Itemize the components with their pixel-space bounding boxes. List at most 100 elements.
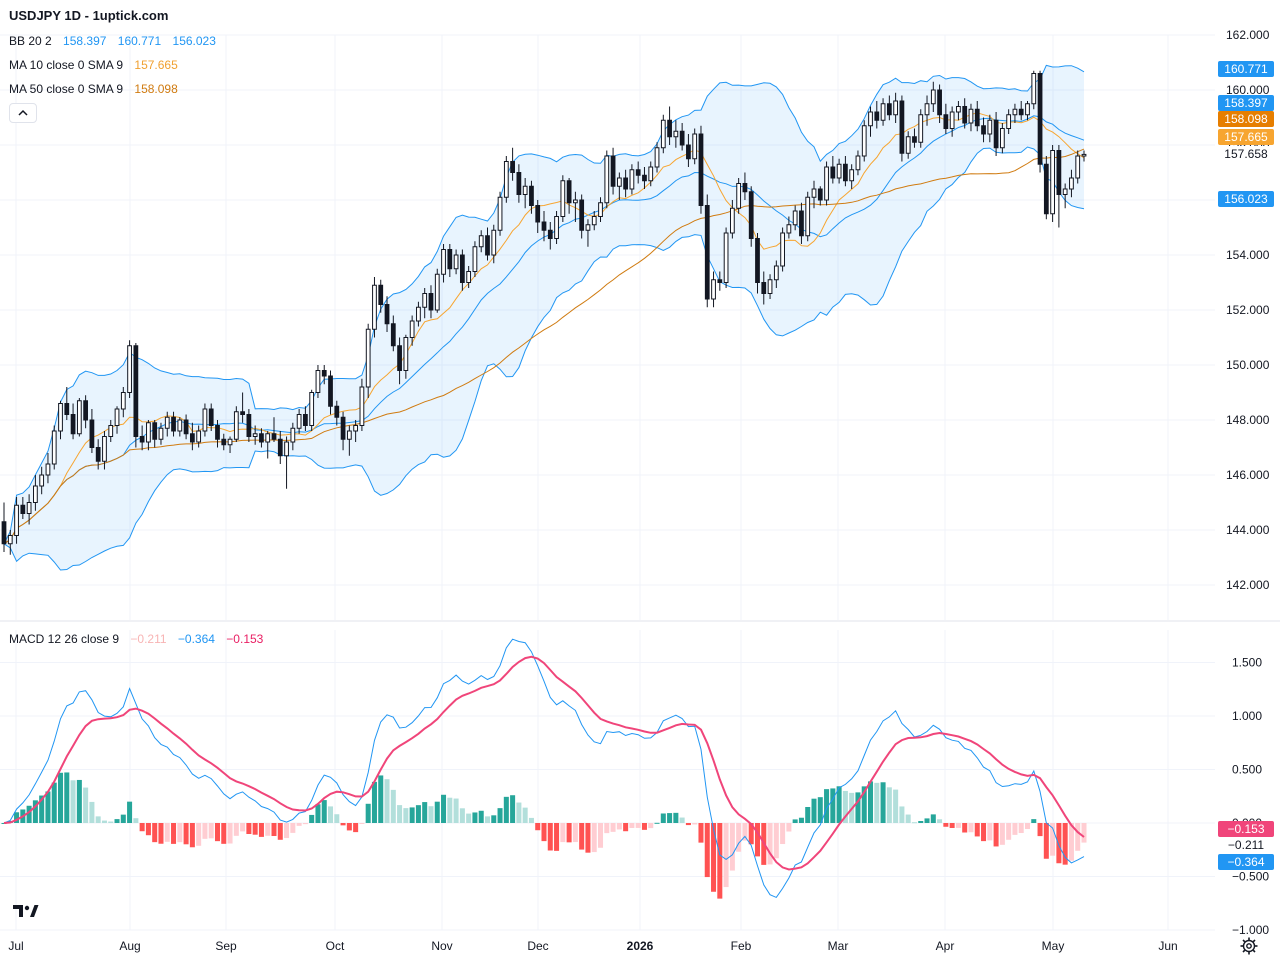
candle-body	[648, 166, 654, 182]
macd-histogram-bar	[635, 823, 641, 828]
ma50-legend[interactable]: MA 50 close 0 SMA 9 158.098	[9, 82, 178, 96]
macd-histogram-bar	[139, 823, 145, 832]
candle-body	[755, 238, 760, 283]
macd-histogram-bar	[76, 779, 82, 823]
ma10-legend[interactable]: MA 10 close 0 SMA 9 157.665	[9, 58, 178, 72]
candle-body	[20, 504, 26, 514]
time-axis-label: Aug	[119, 939, 140, 953]
macd-histogram-bar	[359, 823, 365, 824]
candle	[233, 406, 239, 442]
candle-body	[742, 183, 748, 193]
ma50-line	[3, 148, 1085, 545]
candle-body	[246, 414, 252, 437]
candle	[956, 101, 961, 121]
candle	[1018, 101, 1024, 121]
candle-body	[503, 161, 509, 198]
macd-histogram-bar	[861, 786, 867, 823]
macd-histogram-bar	[1006, 823, 1012, 840]
candle-body	[164, 416, 170, 429]
macd-axis-label: −0.500	[1232, 870, 1269, 884]
macd-histogram-bar	[999, 823, 1005, 845]
candle-body	[786, 224, 792, 234]
macd-histogram-bar	[886, 787, 892, 823]
candle-body	[717, 279, 723, 283]
candle	[792, 205, 798, 231]
candle	[667, 106, 672, 145]
candle	[547, 222, 553, 250]
candle	[767, 274, 773, 299]
candle	[102, 431, 107, 470]
ma10-value: 157.665	[134, 58, 178, 72]
macd-histogram-bar	[403, 808, 409, 823]
candle-body	[416, 306, 421, 322]
candle-body	[1056, 150, 1062, 195]
gear-icon[interactable]	[1240, 937, 1258, 955]
candle	[1075, 150, 1081, 184]
candle	[554, 211, 559, 244]
candle-body	[535, 205, 541, 223]
macd-histogram-bar	[145, 823, 151, 836]
candle	[861, 120, 867, 162]
candle-body	[183, 419, 189, 435]
candle	[962, 98, 968, 129]
macd-histogram-bar	[208, 823, 214, 839]
candle-body	[265, 433, 271, 443]
candle	[704, 194, 710, 308]
macd-histogram-bar	[183, 823, 189, 845]
candle-body	[146, 422, 151, 443]
candle	[849, 164, 855, 189]
candle-body	[14, 504, 19, 536]
candle-body	[139, 436, 145, 443]
candle	[729, 200, 735, 239]
macd-histogram-bar	[152, 823, 158, 843]
candle-body	[824, 166, 829, 201]
candle-body	[1050, 150, 1055, 215]
macd-histogram-bar	[240, 823, 246, 832]
tradingview-logo-icon[interactable]	[10, 900, 40, 922]
candle	[711, 271, 716, 308]
candle-body	[673, 130, 679, 138]
macd-line	[3, 638, 1085, 899]
macd-histogram-bar	[315, 804, 321, 823]
time-axis-label: Jul	[8, 939, 23, 953]
candle	[761, 271, 767, 305]
candle	[202, 403, 208, 437]
candle-body	[773, 265, 779, 281]
macd-histogram-bar	[32, 800, 38, 823]
candle-body	[403, 337, 409, 371]
macd-histogram-bar	[566, 823, 572, 843]
candle-body	[208, 408, 214, 426]
time-axis-label: Jun	[1158, 939, 1177, 953]
macd-histogram-bar	[1024, 823, 1030, 830]
candle	[491, 224, 497, 264]
bb-legend[interactable]: BB 20 2 158.397 160.771 156.023	[9, 34, 216, 48]
macd-histogram-bar	[415, 805, 421, 823]
macd-histogram-bar	[390, 789, 396, 823]
candle	[334, 400, 340, 426]
macd-histogram-bar	[579, 823, 585, 850]
candle-body	[987, 119, 993, 135]
candle	[177, 417, 183, 437]
candle	[610, 147, 616, 195]
collapse-legend-button[interactable]	[9, 103, 37, 123]
macd-histogram-bar	[541, 823, 547, 842]
candle	[259, 428, 264, 448]
macd-histogram-bar	[698, 823, 704, 843]
macd-legend[interactable]: MACD 12 26 close 9 −0.211 −0.364 −0.153	[9, 632, 263, 646]
candle-body	[905, 136, 911, 154]
candle	[566, 178, 572, 214]
candle	[296, 409, 302, 434]
macd-histogram-bar	[265, 823, 271, 836]
price-tag-bg	[1218, 111, 1274, 127]
candle	[974, 101, 980, 132]
candle	[893, 92, 899, 123]
candle	[422, 288, 428, 319]
macd-histogram-bar	[868, 781, 874, 823]
candle-body	[290, 427, 296, 443]
candle	[949, 106, 955, 137]
macd-histogram-bar	[371, 781, 377, 823]
candle-body	[780, 232, 785, 267]
candle-body	[924, 103, 930, 116]
